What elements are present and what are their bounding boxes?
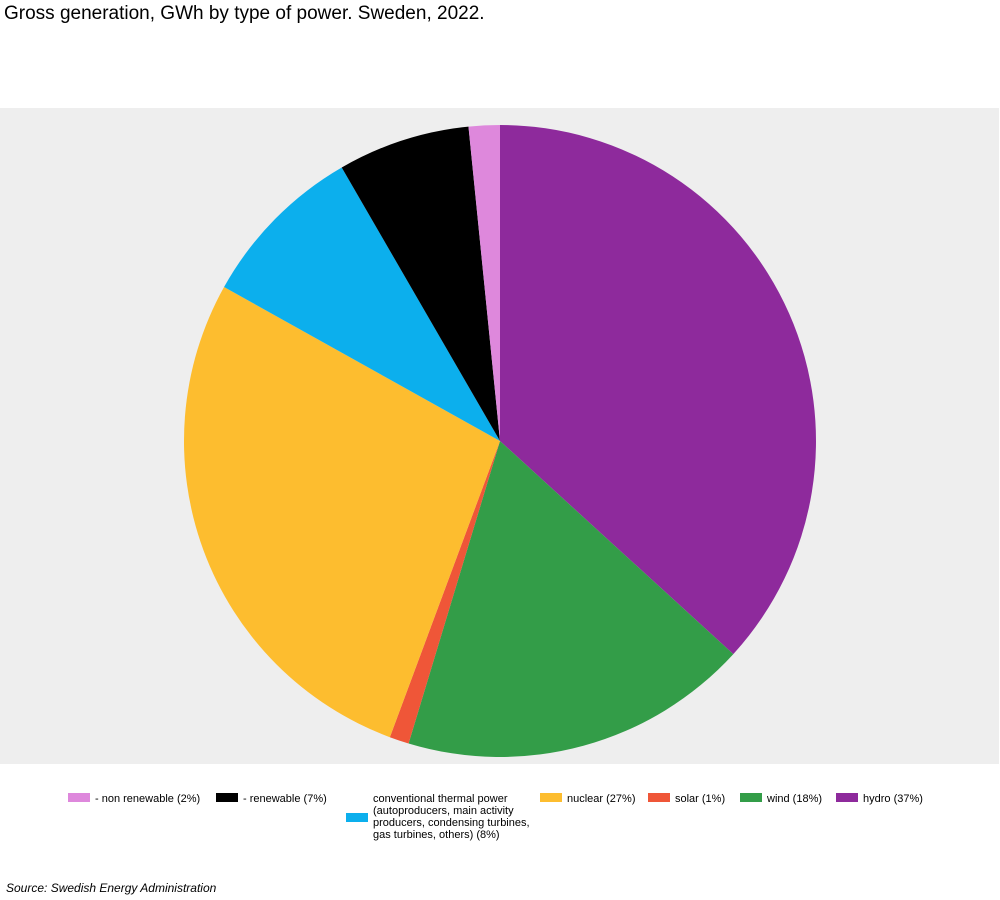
- pie-slice-1: [408, 441, 734, 757]
- legend-label-hydro: hydro (37%): [863, 793, 923, 805]
- legend-label-non-renewable: - non renewable (2%): [95, 793, 201, 805]
- legend-swatch-solar: [648, 793, 670, 802]
- legend-swatch-hydro: [836, 793, 858, 802]
- legend-swatch-wind: [740, 793, 762, 802]
- pie-slice-3: [183, 287, 500, 738]
- pie-slice-2: [389, 441, 500, 744]
- plot-area: [0, 108, 999, 764]
- legend-swatch-nuclear: [540, 793, 562, 802]
- legend-item-conventional-thermal: conventional thermal power (autoproducer…: [346, 793, 533, 841]
- legend-swatch-renewable: [216, 793, 238, 802]
- legend-item-nuclear: nuclear (27%): [540, 793, 635, 805]
- legend-label-renewable: - renewable (7%): [243, 793, 327, 805]
- source-note: Source: Swedish Energy Administration: [6, 881, 217, 895]
- legend-item-wind: wind (18%): [740, 793, 822, 805]
- legend-item-hydro: hydro (37%): [836, 793, 923, 805]
- legend-label-nuclear: nuclear (27%): [567, 793, 636, 805]
- legend-label-solar: solar (1%): [675, 793, 726, 805]
- pie-slice-4: [224, 167, 500, 441]
- legend-item-non-renewable: - non renewable (2%): [68, 793, 200, 805]
- legend-swatch-conventional-thermal: [346, 812, 368, 822]
- legend-item-renewable: - renewable (7%): [216, 793, 327, 805]
- pie-slice-6: [468, 125, 500, 441]
- legend-label-wind: wind (18%): [767, 793, 823, 805]
- pie-slice-0: [500, 125, 816, 655]
- legend-item-solar: solar (1%): [648, 793, 725, 805]
- legend-swatch-non-renewable: [68, 793, 90, 802]
- legend-label-conventional-thermal: conventional thermal power (autoproducer…: [373, 793, 530, 841]
- chart-title: Gross generation, GWh by type of power. …: [4, 3, 485, 24]
- pie-slice-5: [341, 126, 500, 441]
- pie-chart: [183, 125, 816, 757]
